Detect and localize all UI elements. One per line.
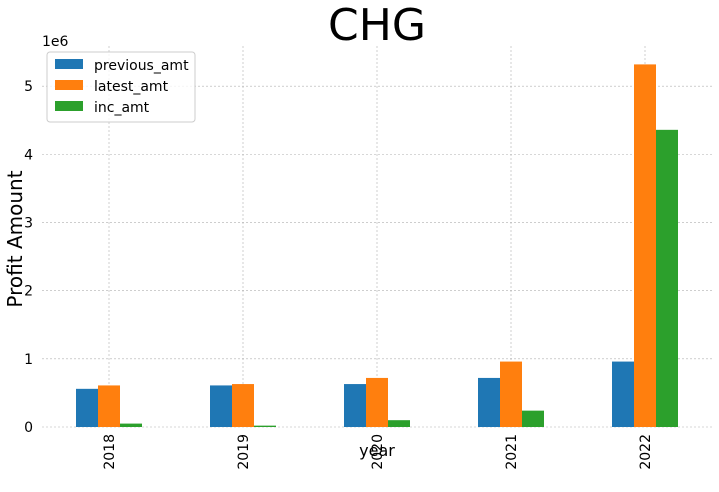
bar-inc-amt-2019 [254, 425, 276, 427]
bar-inc-amt-2021 [522, 410, 544, 427]
bar-latest-amt-2020 [366, 377, 388, 427]
y-tick-label: 0 [24, 420, 33, 436]
y-offset-text: 1e6 [42, 34, 69, 50]
bar-previous-amt-2022 [612, 361, 634, 427]
bar-previous-amt-2020 [344, 384, 366, 427]
legend-label-previous-amt: previous_amt [94, 58, 189, 74]
bar-inc-amt-2018 [120, 423, 142, 427]
x-tick-label: 2018 [102, 434, 118, 470]
bars [76, 64, 678, 428]
legend-swatch-latest-amt [55, 80, 83, 90]
legend-label-inc-amt: inc_amt [94, 100, 150, 116]
x-tick-label: 2019 [236, 434, 252, 470]
bar-latest-amt-2018 [98, 385, 120, 427]
y-tick-label: 1 [24, 352, 33, 368]
bar-latest-amt-2021 [500, 361, 522, 427]
bar-previous-amt-2018 [76, 388, 98, 427]
legend-label-latest-amt: latest_amt [94, 79, 169, 95]
y-tick-label: 3 [24, 216, 33, 232]
y-tick-label: 5 [24, 79, 33, 95]
x-axis-label: year [359, 441, 395, 460]
y-tick-label: 4 [24, 147, 33, 163]
x-tick-label: 2021 [504, 434, 520, 470]
x-tick-label: 2020 [370, 434, 386, 470]
y-tick-labels: 0 1 2 3 4 5 [24, 79, 33, 436]
bar-previous-amt-2021 [478, 377, 500, 427]
legend-swatch-inc-amt [55, 101, 83, 111]
bar-inc-amt-2020 [388, 420, 410, 427]
legend-box [46, 51, 196, 123]
legend-swatch-previous-amt [55, 59, 83, 69]
chart-title: CHG [328, 0, 426, 51]
bar-inc-amt-2022 [656, 129, 678, 428]
legend: previous_amt latest_amt inc_amt [46, 51, 196, 123]
x-tick-label: 2022 [638, 434, 654, 470]
x-tick-labels: 2018 2019 2020 2021 2022 [102, 434, 654, 470]
bar-previous-amt-2019 [210, 385, 232, 427]
bar-latest-amt-2022 [634, 64, 656, 428]
y-axis-label: Profit Amount [3, 170, 27, 307]
y-tick-label: 2 [24, 284, 33, 300]
bar-latest-amt-2019 [232, 384, 254, 427]
